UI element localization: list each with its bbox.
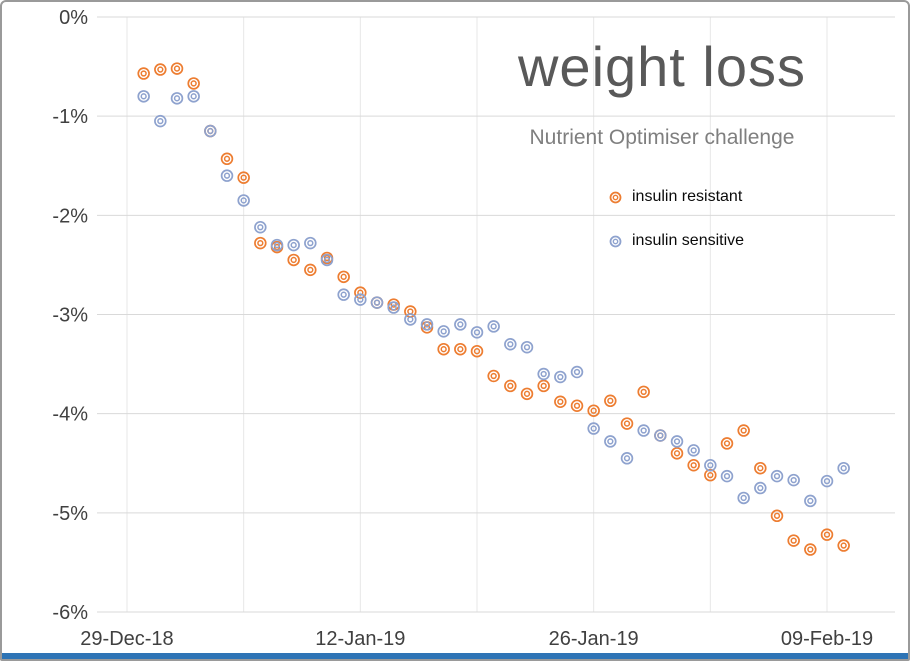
legend-label-insulin-resistant: insulin resistant bbox=[632, 188, 743, 205]
chart-title: weight loss bbox=[517, 35, 807, 98]
y-axis-tick-label: -5% bbox=[52, 503, 88, 525]
y-axis-tick-label: -1% bbox=[52, 106, 88, 128]
y-axis-tick-label: 0% bbox=[59, 7, 88, 29]
window-bottom-bar bbox=[2, 653, 908, 659]
y-axis-tick-label: -2% bbox=[52, 205, 88, 227]
legend-label-insulin-sensitive: insulin sensitive bbox=[632, 232, 745, 249]
legend-item-insulin-sensitive[interactable]: insulin sensitive bbox=[608, 232, 744, 250]
series-insulin-sensitive[interactable] bbox=[137, 90, 850, 508]
y-axis-tick-label: -4% bbox=[52, 404, 88, 426]
x-axis-tick-label: 12-Jan-19 bbox=[315, 628, 405, 650]
y-axis-tick-label: -6% bbox=[52, 602, 88, 624]
x-axis-tick-label: 09-Feb-19 bbox=[781, 628, 873, 650]
x-axis-tick-label: 29-Dec-18 bbox=[80, 628, 173, 650]
y-axis-tick-label: -3% bbox=[52, 305, 88, 327]
x-axis-tick-label: 26-Jan-19 bbox=[549, 628, 639, 650]
chart-legend: insulin resistant insulin sensitive bbox=[608, 188, 744, 276]
legend-item-insulin-resistant[interactable]: insulin resistant bbox=[608, 188, 744, 206]
insulin-sensitive-marker-icon bbox=[608, 234, 623, 249]
insulin-resistant-marker-icon bbox=[608, 190, 623, 205]
chart-subtitle: Nutrient Optimiser challenge bbox=[529, 126, 795, 149]
horizontal-gridlines bbox=[97, 16, 895, 613]
